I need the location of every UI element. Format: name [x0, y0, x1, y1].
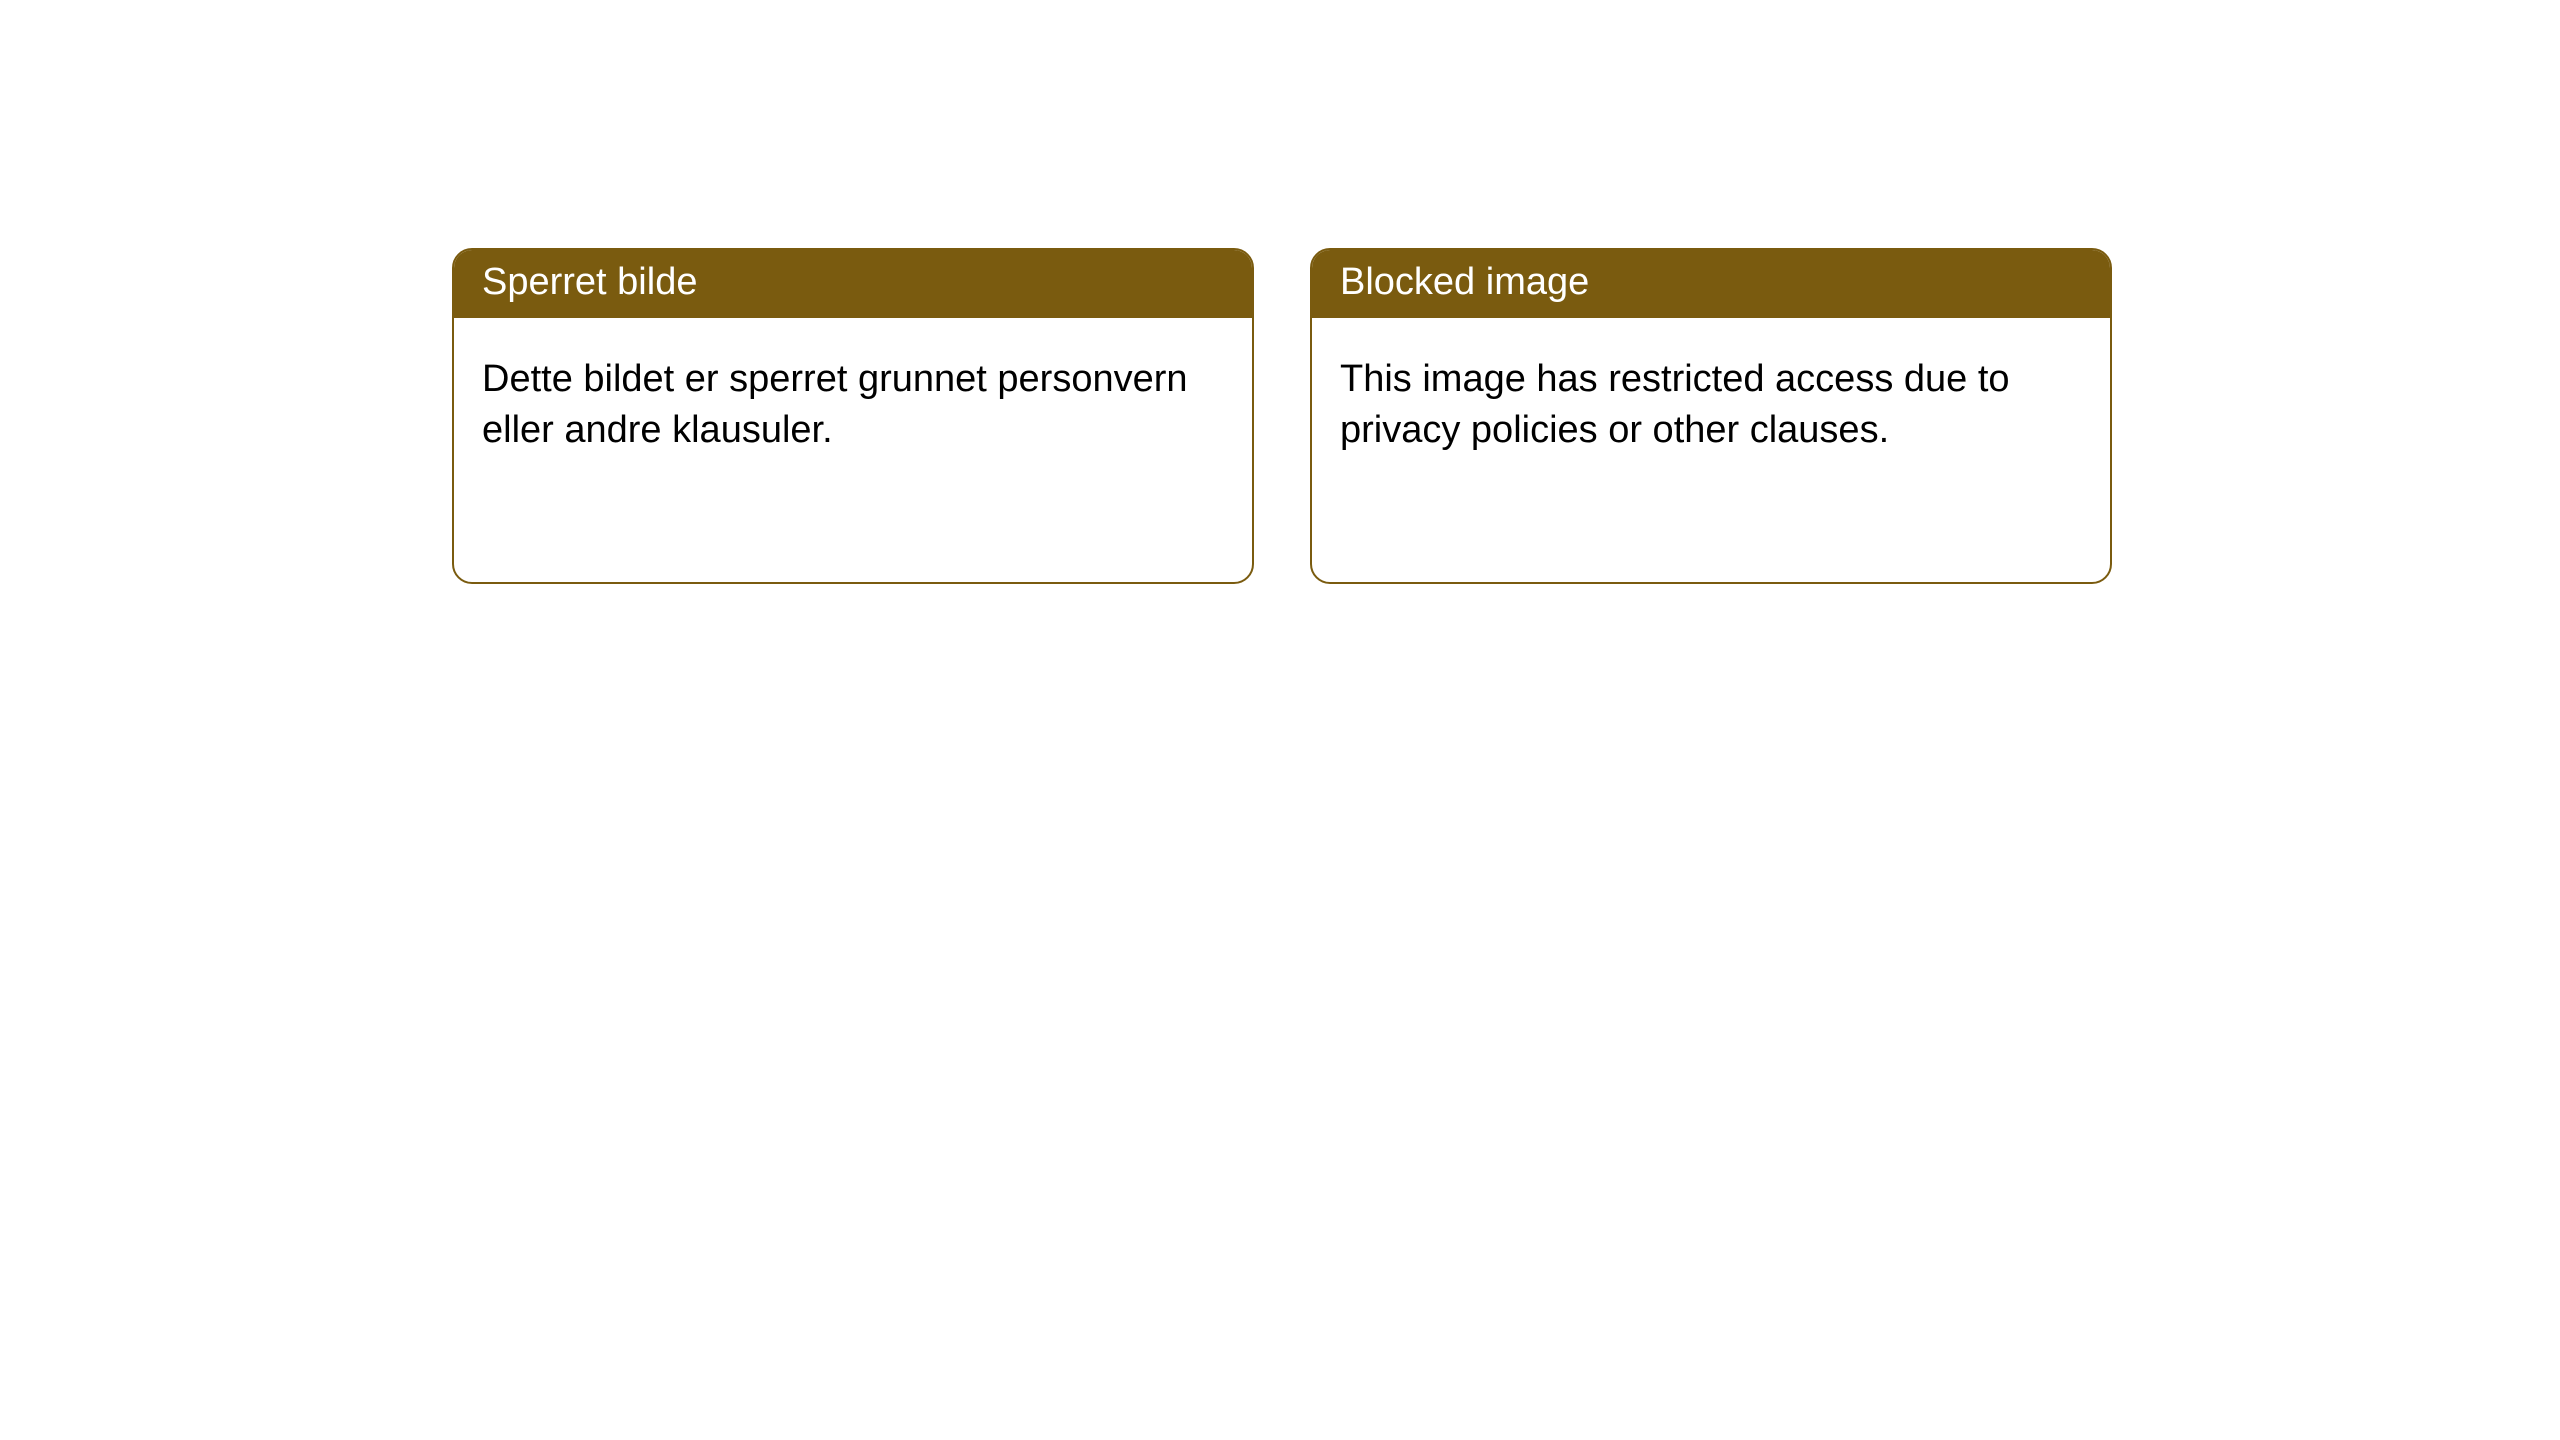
- notice-card-body: Dette bildet er sperret grunnet personve…: [454, 318, 1252, 493]
- notice-card-header: Sperret bilde: [454, 250, 1252, 318]
- notice-container: Sperret bilde Dette bildet er sperret gr…: [0, 0, 2560, 584]
- notice-card-english: Blocked image This image has restricted …: [1310, 248, 2112, 584]
- notice-card-body: This image has restricted access due to …: [1312, 318, 2110, 493]
- notice-card-header: Blocked image: [1312, 250, 2110, 318]
- notice-card-norwegian: Sperret bilde Dette bildet er sperret gr…: [452, 248, 1254, 584]
